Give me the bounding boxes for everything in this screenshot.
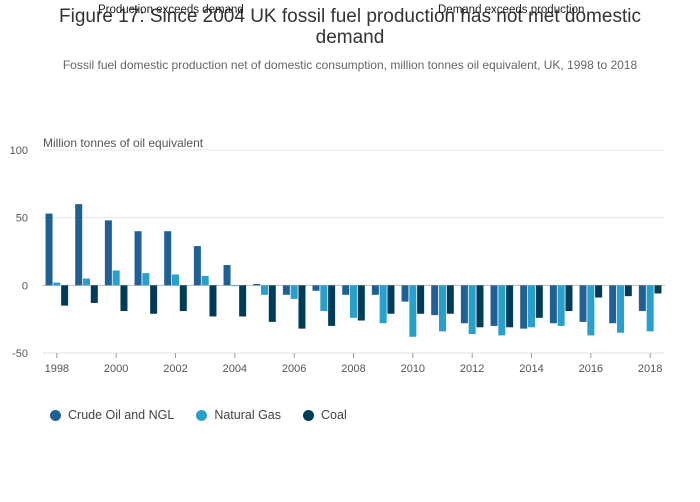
bar-crude-oil-and-ngl-2012 (460, 285, 468, 324)
chart-subtitle: Fossil fuel domestic production net of d… (62, 58, 638, 72)
legend: Crude Oil and NGL Natural Gas Coal (50, 408, 347, 422)
legend-item-coal[interactable]: Coal (303, 408, 347, 422)
bar-crude-oil-and-ngl-2007 (312, 285, 320, 291)
y-axis-label: Million tonnes of oil equivalent (43, 136, 204, 150)
bar-natural-gas-2011 (439, 285, 446, 332)
bar-coal-2001 (150, 285, 158, 314)
bar-crude-oil-and-ngl-1998 (45, 213, 53, 286)
bar-coal-2013 (506, 285, 514, 328)
x-tick-label: 2018 (638, 363, 662, 375)
annotation-production-exceeds-demand: Production exceeds demand (98, 4, 244, 16)
bar-natural-gas-2015 (557, 285, 565, 326)
bar-natural-gas-2013 (498, 285, 506, 336)
bar-coal-2003 (209, 285, 217, 317)
annotation-demand-exceeds-production: Demand exceeds production (438, 4, 585, 16)
bar-coal-2009 (387, 285, 395, 314)
bar-crude-oil-and-ngl-2003 (193, 246, 201, 286)
bar-natural-gas-2005 (261, 285, 268, 295)
bar-crude-oil-and-ngl-2002 (164, 231, 172, 286)
bar-coal-2000 (120, 285, 128, 312)
bar-coal-2018 (654, 285, 662, 294)
bar-coal-2011 (446, 285, 454, 314)
bar-crude-oil-and-ngl-2009 (371, 285, 379, 295)
bar-crude-oil-and-ngl-2004 (223, 265, 231, 286)
bar-crude-oil-and-ngl-2017 (609, 285, 617, 324)
bar-natural-gas-2012 (468, 285, 476, 335)
coal-swatch-icon (303, 409, 315, 421)
bar-natural-gas-1999 (83, 278, 90, 286)
bar-coal-1998 (61, 285, 69, 306)
bar-natural-gas-1998 (53, 282, 61, 286)
bar-crude-oil-and-ngl-2001 (134, 231, 142, 286)
bar-crude-oil-and-ngl-2014 (520, 285, 528, 329)
bar-chart: -50 0 50 100 1998 2000 2002 2004 2006 2008 2010 201… (10, 145, 665, 375)
bar-natural-gas-2018 (646, 285, 654, 332)
bar-coal-2012 (476, 285, 484, 328)
x-tick-label: 2010 (401, 363, 425, 375)
x-tick-label: 2006 (282, 363, 306, 375)
bar-coal-2014 (535, 285, 543, 318)
bar-natural-gas-2001 (142, 273, 150, 286)
bar-coal-2010 (417, 285, 425, 314)
bar-coal-1999 (90, 285, 98, 303)
bar-crude-oil-and-ngl-2006 (282, 285, 290, 295)
bar-coal-2006 (298, 285, 306, 329)
chart-title: Figure 17: Since 2004 UK fossil fuel pro… (59, 6, 641, 48)
legend-label: Natural Gas (214, 408, 282, 422)
bar-crude-oil-and-ngl-2011 (431, 285, 439, 316)
bar-natural-gas-2000 (112, 270, 120, 286)
y-tick-label: -50 (12, 348, 28, 360)
bar-coal-2007 (328, 285, 336, 326)
bar-natural-gas-2007 (320, 285, 328, 312)
bar-crude-oil-and-ngl-2018 (638, 285, 646, 312)
bar-crude-oil-and-ngl-2005 (253, 283, 261, 286)
bar-coal-2002 (179, 285, 187, 312)
bar-natural-gas-2006 (290, 285, 298, 299)
x-tick-label: 2014 (519, 363, 543, 375)
bar-coal-2016 (595, 285, 603, 298)
bar-coal-2005 (268, 285, 276, 322)
bar-crude-oil-and-ngl-1999 (75, 204, 83, 286)
x-tick-label: 2002 (163, 363, 187, 375)
x-tick-label: 2012 (460, 363, 484, 375)
bar-crude-oil-and-ngl-2015 (549, 285, 557, 324)
bar-coal-2015 (565, 285, 573, 312)
x-tick-label: 2004 (223, 363, 247, 375)
bar-natural-gas-2017 (617, 285, 624, 333)
legend-item-natural-gas[interactable]: Natural Gas (196, 408, 281, 422)
y-tick-label: 100 (10, 145, 28, 157)
bar-coal-2004 (239, 285, 247, 317)
bar-natural-gas-2008 (350, 285, 357, 318)
y-tick-label: 50 (16, 213, 28, 225)
bar-natural-gas-2002 (172, 274, 179, 286)
natural-gas-swatch-icon (196, 409, 208, 421)
legend-item-crude-oil[interactable]: Crude Oil and NGL (50, 408, 174, 422)
bar-natural-gas-2003 (201, 275, 209, 286)
y-tick-label: 0 (22, 280, 28, 292)
bar-crude-oil-and-ngl-2008 (342, 285, 350, 295)
x-tick-label: 1998 (45, 363, 69, 375)
bar-crude-oil-and-ngl-2010 (401, 285, 409, 302)
legend-label: Crude Oil and NGL (68, 408, 175, 422)
bar-natural-gas-2010 (409, 285, 417, 337)
bar-crude-oil-and-ngl-2000 (104, 220, 112, 286)
x-tick-label: 2016 (579, 363, 603, 375)
bar-natural-gas-2014 (528, 285, 535, 328)
bar-crude-oil-and-ngl-2013 (490, 285, 498, 326)
x-tick-label: 2008 (341, 363, 365, 375)
bar-natural-gas-2004 (231, 285, 239, 287)
bar-coal-2008 (357, 285, 365, 321)
bar-natural-gas-2016 (587, 285, 595, 336)
bar-natural-gas-2009 (379, 285, 387, 324)
crude-oil-swatch-icon (50, 409, 61, 421)
x-tick-label: 2000 (104, 363, 128, 375)
bar-crude-oil-and-ngl-2016 (579, 285, 587, 322)
legend-label: Coal (321, 408, 347, 422)
bar-coal-2017 (624, 285, 632, 297)
